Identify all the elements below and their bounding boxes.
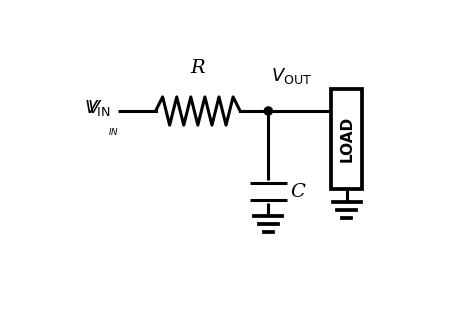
Circle shape bbox=[264, 107, 273, 115]
Text: $_{IN}$: $_{IN}$ bbox=[108, 125, 119, 138]
Text: $V_{\mathrm{OUT}}$: $V_{\mathrm{OUT}}$ bbox=[272, 66, 312, 86]
Text: LOAD: LOAD bbox=[339, 116, 354, 162]
Text: $V_{\mathrm{IN}}$: $V_{\mathrm{IN}}$ bbox=[83, 98, 110, 118]
Text: R: R bbox=[191, 58, 205, 76]
Text: C: C bbox=[290, 183, 305, 201]
Bar bbox=[331, 89, 362, 189]
Text: $V$: $V$ bbox=[87, 99, 102, 117]
